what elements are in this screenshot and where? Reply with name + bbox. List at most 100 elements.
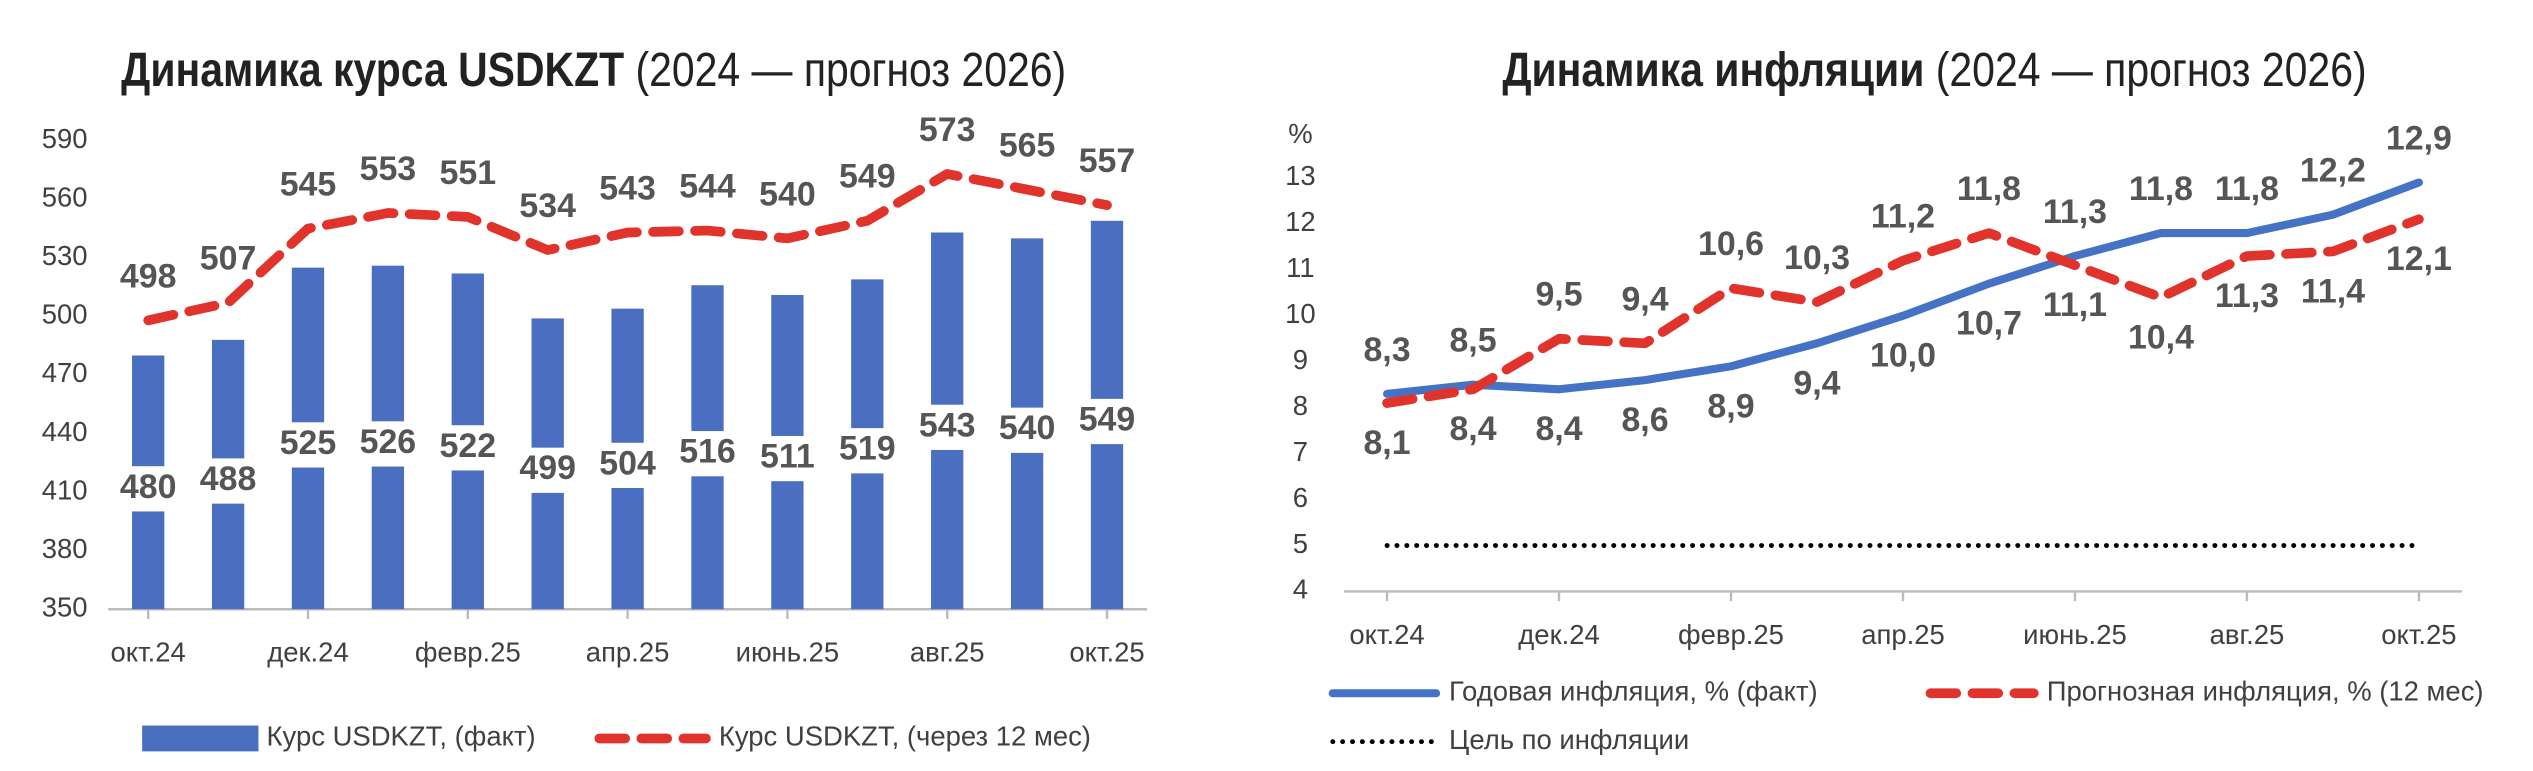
y-tick-label: 7 xyxy=(1293,436,1308,467)
legend-label: Курс USDKZT, (факт) xyxy=(267,721,536,752)
data-label: 11,8 xyxy=(2129,170,2193,208)
data-label: 516 xyxy=(679,433,736,471)
data-label: 8,1 xyxy=(1363,424,1410,462)
legend-label: Прогнозная инфляция, % (12 мес) xyxy=(2047,675,2484,706)
label-bg xyxy=(270,422,346,468)
x-tick-label: дек.24 xyxy=(267,637,348,668)
data-label: 8,9 xyxy=(1707,387,1754,425)
data-label: 545 xyxy=(280,166,337,204)
label-bg xyxy=(590,442,665,489)
data-label: 10,7 xyxy=(1956,305,2022,343)
data-label: 8,3 xyxy=(1363,331,1410,369)
y-tick-label: 560 xyxy=(42,182,88,213)
label-bg xyxy=(111,466,186,512)
y-tick-label: 530 xyxy=(42,240,88,271)
data-label: 525 xyxy=(280,424,337,462)
data-label: 11,8 xyxy=(2215,170,2279,208)
data-label: 488 xyxy=(200,460,257,498)
x-tick-label: июнь.25 xyxy=(2023,619,2127,650)
y-tick-label: 10 xyxy=(1285,298,1316,329)
y-tick-label: 440 xyxy=(42,416,88,447)
x-tick-label: февр.25 xyxy=(1678,619,1784,650)
data-label: 534 xyxy=(519,187,576,225)
data-label: 9,5 xyxy=(1535,276,1582,314)
label-bg xyxy=(510,447,585,493)
x-tick-label: июнь.25 xyxy=(736,637,840,668)
data-label: 526 xyxy=(360,423,417,461)
data-label: 11,4 xyxy=(2301,272,2365,310)
y-tick-label: 350 xyxy=(42,591,88,622)
data-label: 519 xyxy=(839,430,896,468)
data-label: 553 xyxy=(360,150,417,188)
line-series xyxy=(143,169,1112,326)
data-label: 499 xyxy=(519,449,576,487)
data-label: 540 xyxy=(999,409,1056,447)
label-bg xyxy=(430,425,505,471)
legend-swatch xyxy=(142,725,259,752)
data-label: 573 xyxy=(919,111,976,149)
y-tick-label: 5 xyxy=(1293,528,1308,559)
data-label: 11,1 xyxy=(2043,286,2107,324)
data-label: 480 xyxy=(120,468,177,506)
title-sub: (2024 — прогноз 2026) xyxy=(1936,43,2367,97)
data-label: 565 xyxy=(999,127,1056,165)
x-tick-label: апр.25 xyxy=(586,637,670,668)
y-tick-label: 410 xyxy=(42,474,88,505)
data-label: 12,9 xyxy=(2386,119,2452,157)
label-bg xyxy=(910,404,985,450)
title-sub: (2024 — прогноз 2026) xyxy=(635,43,1066,97)
y-tick-label: 12 xyxy=(1285,206,1316,237)
label-bg xyxy=(1069,398,1145,445)
data-label: 12,1 xyxy=(2386,240,2452,278)
title-main: Динамика инфляции xyxy=(1502,43,1924,97)
x-tick-label: авг.25 xyxy=(2210,619,2285,650)
x-tick-label: окт.25 xyxy=(1069,637,1144,668)
chart-title: Динамика курса USDKZT (2024 — прогноз 20… xyxy=(121,43,1066,97)
data-label: 507 xyxy=(200,240,257,278)
data-label: 543 xyxy=(919,406,976,444)
x-tick-label: окт.24 xyxy=(1349,619,1424,650)
data-label: 544 xyxy=(679,168,736,206)
data-label: 522 xyxy=(440,427,497,465)
line-series xyxy=(1382,214,2424,408)
data-label: 11,8 xyxy=(1957,170,2021,208)
x-tick-label: апр.25 xyxy=(1861,619,1945,650)
label-bg xyxy=(670,431,745,477)
data-label: 12,2 xyxy=(2300,152,2366,190)
data-label: 8,4 xyxy=(1535,410,1582,448)
title-main: Динамика курса USDKZT xyxy=(121,43,624,97)
data-label: 11,3 xyxy=(2215,277,2279,315)
data-label: 11,3 xyxy=(2043,193,2107,231)
x-tick-label: авг.25 xyxy=(910,637,985,668)
data-label: 557 xyxy=(1079,142,1136,180)
legend-label: Курс USDKZT, (через 12 мес) xyxy=(719,721,1091,752)
y-tick-label: 500 xyxy=(42,299,88,330)
y-tick-label: 13 xyxy=(1285,160,1316,191)
x-tick-label: окт.24 xyxy=(111,637,186,668)
data-label: 10,4 xyxy=(2128,318,2194,356)
x-tick-label: февр.25 xyxy=(415,637,521,668)
data-label: 540 xyxy=(759,175,816,213)
label-bg xyxy=(750,435,825,482)
y-axis-label: % xyxy=(1288,118,1312,149)
y-tick-label: 4 xyxy=(1293,574,1308,605)
label-bg xyxy=(190,458,266,504)
data-label: 543 xyxy=(599,169,656,207)
data-label: 549 xyxy=(839,158,896,196)
line-series xyxy=(1382,178,2423,398)
data-label: 504 xyxy=(599,444,656,482)
data-label: 10,3 xyxy=(1784,239,1850,277)
y-tick-label: 6 xyxy=(1293,482,1308,513)
y-tick-label: 380 xyxy=(42,533,88,564)
x-tick-label: окт.25 xyxy=(2381,619,2456,650)
data-label: 549 xyxy=(1079,400,1136,438)
legend-label: Цель по инфляции xyxy=(1449,724,1689,755)
data-label: 9,4 xyxy=(1621,280,1668,318)
y-tick-label: 8 xyxy=(1293,390,1308,421)
y-tick-label: 590 xyxy=(42,123,88,154)
data-label: 8,6 xyxy=(1621,401,1668,439)
data-label: 11,2 xyxy=(1871,198,1935,236)
y-tick-label: 470 xyxy=(42,357,88,388)
label-bg xyxy=(989,407,1065,453)
